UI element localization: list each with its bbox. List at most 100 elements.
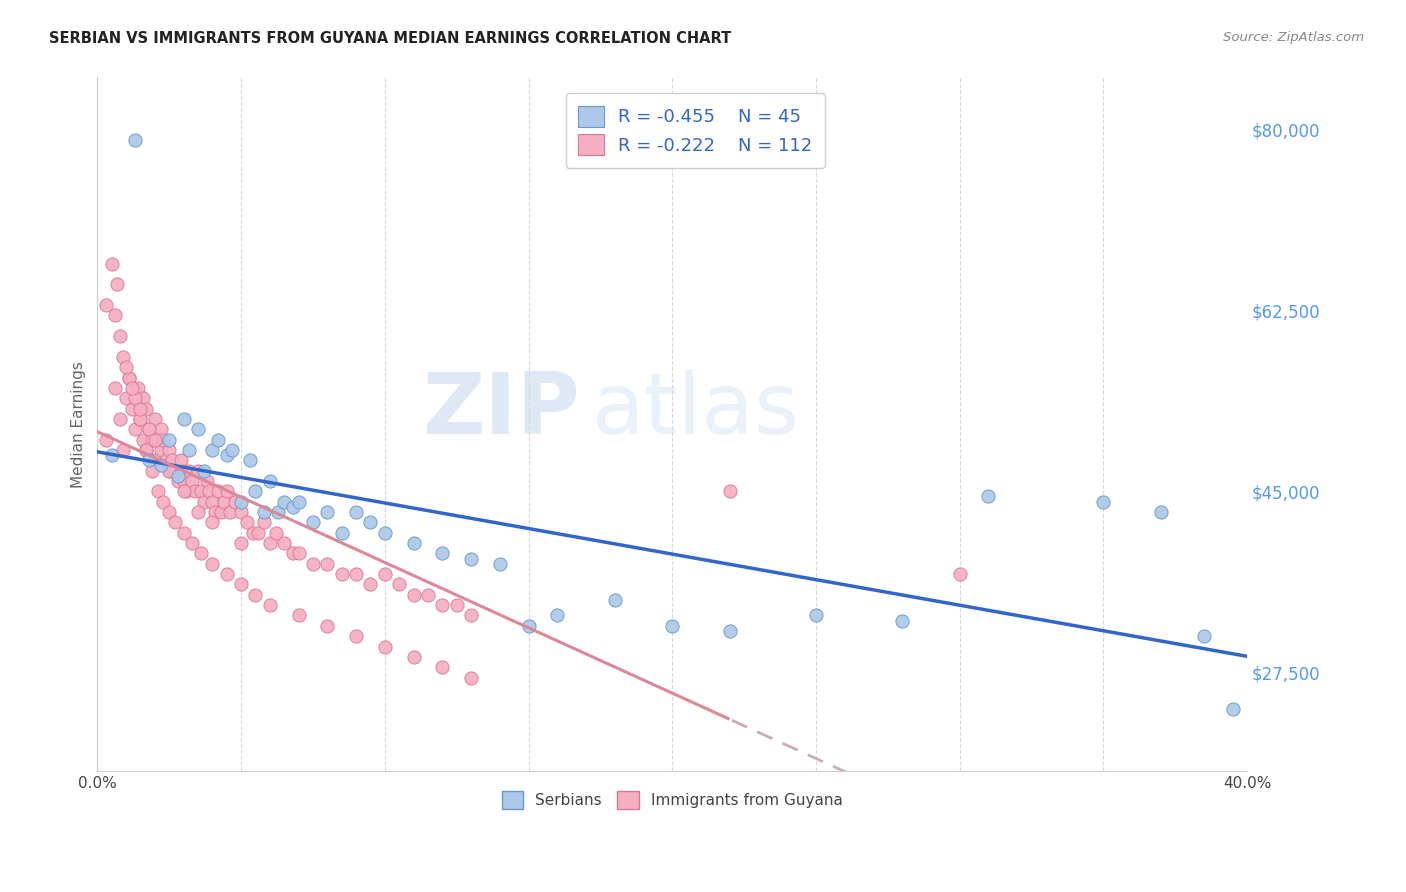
Point bbox=[1192, 629, 1215, 643]
Point bbox=[173, 474, 195, 488]
Point bbox=[157, 505, 180, 519]
Point bbox=[193, 494, 215, 508]
Point bbox=[135, 442, 157, 457]
Point bbox=[1150, 505, 1173, 519]
Point bbox=[166, 468, 188, 483]
Point bbox=[344, 629, 367, 643]
Point bbox=[179, 464, 201, 478]
Point bbox=[224, 494, 246, 508]
Point bbox=[184, 484, 207, 499]
Point bbox=[124, 422, 146, 436]
Point bbox=[209, 505, 232, 519]
Point bbox=[181, 536, 204, 550]
Point bbox=[302, 516, 325, 530]
Point bbox=[166, 474, 188, 488]
Point bbox=[432, 660, 454, 674]
Point bbox=[94, 298, 117, 312]
Point bbox=[181, 474, 204, 488]
Point bbox=[112, 350, 135, 364]
Point bbox=[229, 577, 252, 591]
Point bbox=[138, 453, 160, 467]
Point bbox=[115, 360, 138, 375]
Point bbox=[603, 593, 626, 607]
Point bbox=[141, 464, 163, 478]
Point bbox=[129, 412, 152, 426]
Point bbox=[267, 505, 290, 519]
Point bbox=[287, 546, 309, 560]
Y-axis label: Median Earnings: Median Earnings bbox=[72, 360, 86, 488]
Point bbox=[195, 474, 218, 488]
Point bbox=[287, 608, 309, 623]
Point bbox=[273, 494, 295, 508]
Point bbox=[121, 401, 143, 416]
Point bbox=[94, 433, 117, 447]
Point bbox=[264, 525, 287, 540]
Point bbox=[388, 577, 411, 591]
Point bbox=[135, 401, 157, 416]
Point bbox=[190, 484, 212, 499]
Point bbox=[221, 442, 243, 457]
Point bbox=[330, 567, 353, 582]
Point bbox=[344, 505, 367, 519]
Point bbox=[132, 391, 155, 405]
Point bbox=[104, 381, 127, 395]
Point bbox=[359, 516, 381, 530]
Point bbox=[402, 536, 425, 550]
Point bbox=[187, 464, 209, 478]
Point bbox=[432, 546, 454, 560]
Point bbox=[229, 494, 252, 508]
Point bbox=[146, 433, 169, 447]
Point bbox=[344, 567, 367, 582]
Point bbox=[157, 433, 180, 447]
Point bbox=[173, 464, 195, 478]
Point bbox=[316, 619, 339, 633]
Point bbox=[245, 484, 267, 499]
Point bbox=[152, 494, 174, 508]
Point bbox=[187, 422, 209, 436]
Point bbox=[100, 448, 122, 462]
Point bbox=[218, 505, 240, 519]
Text: ZIP: ZIP bbox=[423, 368, 581, 451]
Point bbox=[247, 525, 270, 540]
Point bbox=[374, 640, 396, 654]
Point bbox=[149, 442, 172, 457]
Point bbox=[135, 442, 157, 457]
Point bbox=[977, 490, 1000, 504]
Point bbox=[138, 422, 160, 436]
Point bbox=[152, 433, 174, 447]
Point bbox=[316, 557, 339, 571]
Point bbox=[804, 608, 827, 623]
Point bbox=[215, 567, 238, 582]
Point bbox=[201, 442, 224, 457]
Point bbox=[115, 391, 138, 405]
Point bbox=[432, 598, 454, 612]
Point bbox=[163, 464, 186, 478]
Point bbox=[207, 433, 229, 447]
Point bbox=[517, 619, 540, 633]
Legend: Serbians, Immigrants from Guyana: Serbians, Immigrants from Guyana bbox=[496, 785, 849, 815]
Point bbox=[460, 671, 482, 685]
Point bbox=[330, 525, 353, 540]
Point bbox=[718, 484, 741, 499]
Point bbox=[201, 494, 224, 508]
Point bbox=[201, 557, 224, 571]
Point bbox=[173, 484, 195, 499]
Point bbox=[416, 588, 439, 602]
Point bbox=[143, 433, 166, 447]
Point bbox=[212, 494, 235, 508]
Point bbox=[460, 551, 482, 566]
Point bbox=[1222, 701, 1244, 715]
Point bbox=[141, 433, 163, 447]
Point bbox=[129, 401, 152, 416]
Point bbox=[138, 422, 160, 436]
Point bbox=[273, 536, 295, 550]
Point bbox=[229, 536, 252, 550]
Point bbox=[124, 132, 146, 146]
Point bbox=[359, 577, 381, 591]
Point bbox=[281, 546, 304, 560]
Point bbox=[193, 464, 215, 478]
Point bbox=[149, 458, 172, 473]
Point bbox=[229, 505, 252, 519]
Point bbox=[207, 484, 229, 499]
Point bbox=[374, 567, 396, 582]
